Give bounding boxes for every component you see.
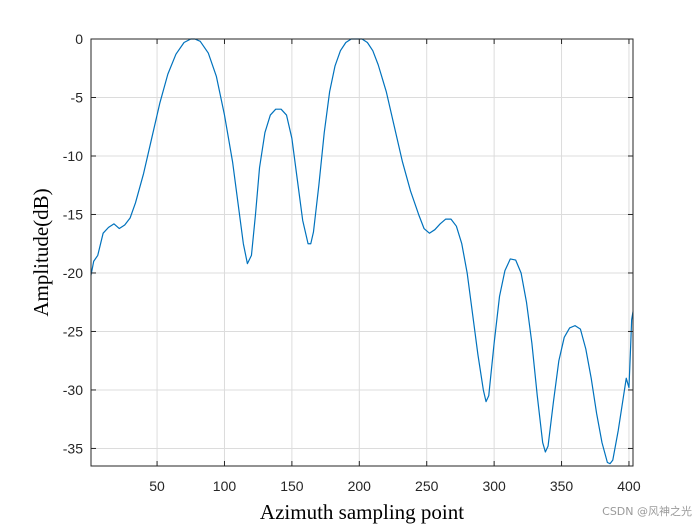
y-tick-label-1: -5 bbox=[71, 89, 84, 105]
y-tick-label-3: -15 bbox=[63, 206, 83, 222]
x-tick-label-5: 300 bbox=[482, 478, 506, 494]
plot-frame bbox=[90, 38, 634, 467]
x-tick-label-7: 400 bbox=[617, 478, 641, 494]
watermark-text: CSDN @风神之光 bbox=[602, 505, 692, 518]
y-tick-label-5: -25 bbox=[63, 323, 83, 339]
y-tick-label-2: -10 bbox=[63, 148, 83, 164]
series-group bbox=[90, 38, 634, 465]
x-tick-label-0: 50 bbox=[149, 478, 165, 494]
x-tick-label-6: 350 bbox=[550, 478, 574, 494]
x-tick-label-3: 200 bbox=[348, 478, 372, 494]
x-tick-label-4: 250 bbox=[415, 478, 439, 494]
x-tick-label-1: 100 bbox=[213, 478, 237, 494]
x-tick-label-2: 150 bbox=[280, 478, 304, 494]
grid-lines bbox=[91, 38, 633, 466]
series-line-0 bbox=[90, 38, 634, 465]
y-tick-label-7: -35 bbox=[63, 440, 83, 456]
axis-ticks: 50 100 150 200 250 300 350 400 0 -5 -10 -15 -20 -25 -3… bbox=[63, 31, 641, 494]
y-tick-label-4: -20 bbox=[63, 265, 83, 281]
y-tick-label-6: -30 bbox=[63, 382, 83, 398]
y-axis-label: Amplitude(dB) bbox=[29, 188, 53, 316]
x-axis-label: Azimuth sampling point bbox=[260, 500, 464, 524]
y-tick-label-0: 0 bbox=[75, 31, 83, 47]
